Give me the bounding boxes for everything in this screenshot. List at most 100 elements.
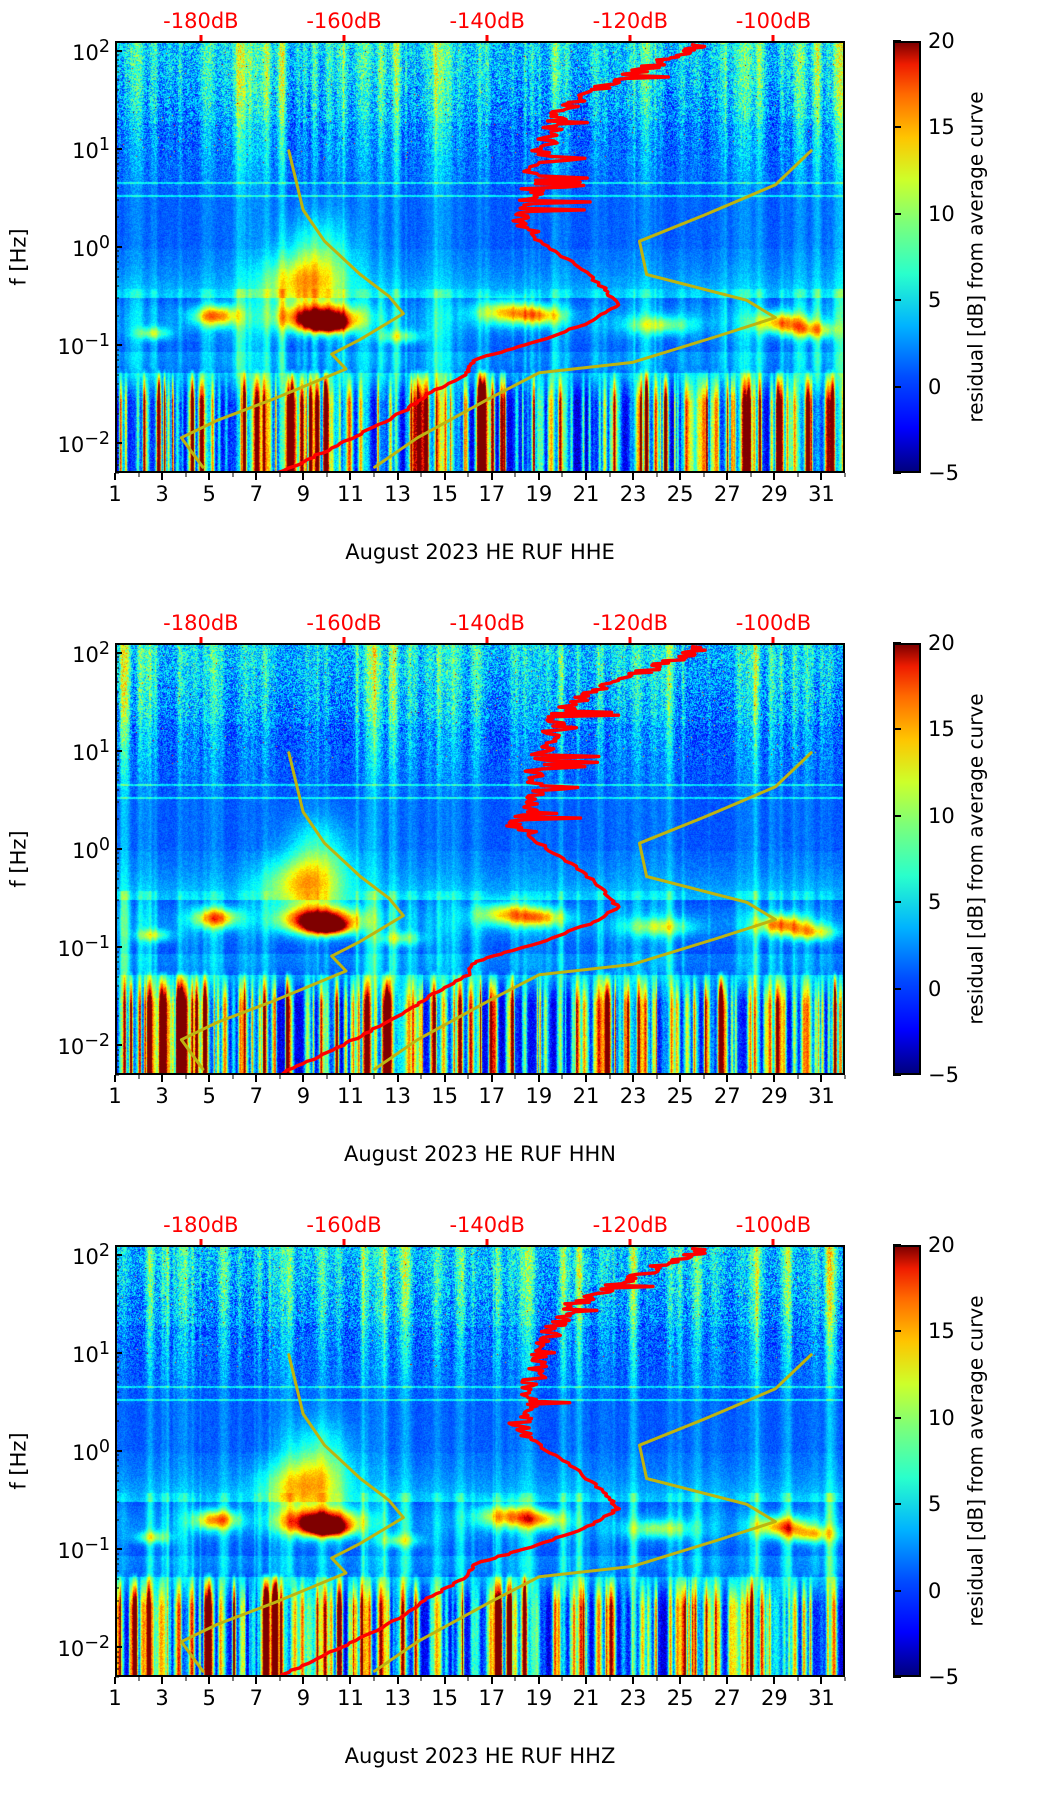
y-minor-tick: [115, 1060, 119, 1062]
x-tick-label: 17: [478, 1084, 506, 1108]
y-minor-tick: [115, 315, 119, 317]
x-tick-label: 23: [619, 1686, 647, 1710]
top-db-tick-label: -100dB: [735, 1213, 812, 1237]
y-minor-tick: [115, 720, 119, 722]
top-db-tick-label: -160dB: [306, 1213, 382, 1237]
x-minor-tick: [373, 1677, 375, 1681]
y-minor-tick: [115, 89, 119, 91]
x-tick-mark: [537, 1677, 540, 1684]
colorbar-tick-mark: [893, 40, 901, 42]
y-minor-tick: [115, 1381, 119, 1383]
x-tick-mark: [208, 1677, 211, 1684]
y-tick-mark: [115, 442, 122, 445]
top-db-tick-mark: [199, 637, 203, 645]
x-tick-mark: [349, 1677, 352, 1684]
x-tick-label: 21: [572, 482, 600, 506]
y-minor-tick: [115, 199, 119, 201]
y-tick-labels-hhn: 10−2 10−1 100 101 102: [0, 639, 110, 1075]
x-tick-mark: [773, 1677, 776, 1684]
x-tick-label: 5: [202, 1084, 216, 1108]
colorbar-tick-mark: [893, 987, 901, 990]
colorbar-tick-mark: [893, 472, 901, 474]
top-db-tick-mark: [342, 1239, 346, 1247]
y-axis-label-hhz: f [Hz]: [7, 1432, 31, 1490]
colorbar-tick-label: 10: [928, 803, 955, 828]
x-tick-mark: [396, 1075, 399, 1082]
x-minor-tick: [656, 1075, 658, 1079]
colorbar-tick-label: 10: [928, 201, 955, 226]
y-minor-tick: [115, 961, 119, 963]
y-minor-tick: [115, 170, 119, 172]
y-minor-tick: [115, 801, 119, 803]
x-tick-label: 9: [296, 482, 311, 506]
colorbar-tick-label: 5: [928, 890, 942, 915]
x-tick-mark: [443, 1677, 446, 1684]
top-db-axis-hhn: -180dB -160dB -140dB -120dB -100dB: [115, 611, 845, 645]
y-minor-tick: [115, 54, 119, 56]
y-minor-tick: [115, 976, 119, 978]
y-minor-tick: [115, 163, 119, 165]
top-db-tick-label: -160dB: [306, 9, 382, 33]
x-minor-tick: [609, 473, 611, 477]
y-tick-mark: [115, 847, 122, 850]
y-minor-tick: [115, 1617, 119, 1619]
x-minor-tick: [750, 473, 752, 477]
spectrogram-canvas-hhz: [117, 1247, 843, 1675]
y-tick-label: 10−2: [57, 1633, 110, 1662]
y-minor-tick: [115, 1356, 119, 1358]
y-minor-tick: [115, 667, 119, 669]
y-minor-tick: [115, 857, 119, 859]
colorbar-tick-mark: [893, 299, 901, 302]
x-tick-label: 9: [296, 1084, 311, 1108]
spectrogram-canvas-hhe: [117, 43, 843, 471]
y-axis-label-hhn: f [Hz]: [7, 830, 31, 888]
colorbar-tick-mark: [893, 728, 901, 731]
top-db-tick-label: -120dB: [592, 1213, 668, 1237]
x-minor-tick: [467, 1677, 469, 1681]
y-tick-label: 102: [72, 1240, 110, 1269]
colorbar-tick-mark: [893, 1676, 901, 1678]
y-minor-tick: [115, 297, 119, 299]
y-minor-tick: [115, 71, 119, 73]
x-tick-mark: [679, 1677, 682, 1684]
x-tick-mark: [255, 1075, 258, 1082]
x-tick-labels-hhn: 1 3 5 7 9 11 13 15 17 19 21 23 25 27 29 31: [108, 1075, 846, 1135]
y-minor-tick: [115, 1258, 119, 1260]
y-minor-tick: [115, 1391, 119, 1393]
x-tick-label: 23: [619, 1084, 647, 1108]
y-minor-tick: [115, 998, 119, 1000]
x-tick-label: 11: [337, 1686, 364, 1710]
x-minor-tick: [514, 473, 516, 477]
y-tick-label: 10−1: [57, 1535, 110, 1564]
y-minor-tick: [115, 917, 119, 919]
x-minor-tick: [420, 1075, 422, 1079]
x-tick-mark: [679, 1075, 682, 1082]
y-tick-mark: [115, 1449, 122, 1452]
y-tick-mark: [115, 946, 122, 949]
y-minor-tick: [115, 1263, 119, 1265]
y-minor-tick: [115, 1293, 119, 1295]
y-minor-tick: [115, 703, 119, 705]
y-tick-label: 100: [72, 232, 110, 261]
x-tick-mark: [537, 1075, 540, 1082]
x-tick-mark: [820, 473, 823, 480]
colorbar-tick-mark: [893, 814, 901, 817]
y-minor-tick: [115, 447, 119, 449]
x-tick-mark: [396, 1677, 399, 1684]
y-minor-tick: [115, 268, 119, 270]
y-minor-tick: [115, 1570, 119, 1572]
y-minor-tick: [115, 1074, 119, 1076]
y-minor-tick: [115, 1480, 119, 1482]
colorbar-title-hhe: residual [dB] from average curve: [964, 91, 988, 423]
colorbar-tick-label: 15: [928, 717, 955, 742]
top-db-tick-mark: [771, 637, 775, 645]
y-minor-tick: [115, 1600, 119, 1602]
x-minor-tick: [561, 1075, 563, 1079]
x-tick-mark: [208, 473, 211, 480]
y-minor-tick: [115, 452, 119, 454]
colorbar-tick-label: 15: [928, 1319, 955, 1344]
colorbar-hhn: [893, 643, 921, 1075]
x-minor-tick: [279, 1677, 281, 1681]
y-minor-tick: [115, 863, 119, 865]
